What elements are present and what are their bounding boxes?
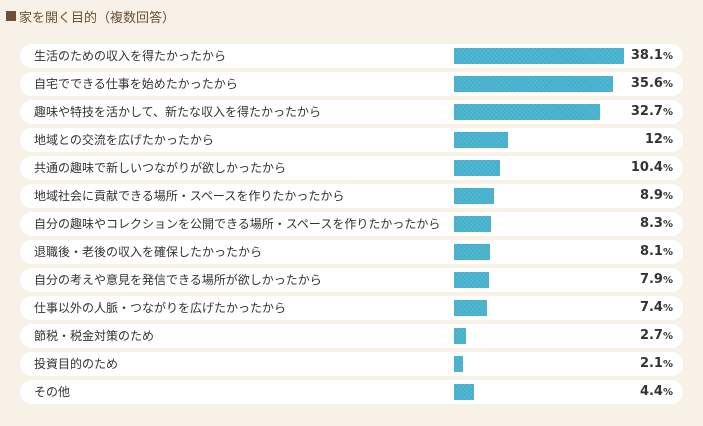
value-unit: % xyxy=(662,191,673,202)
chart-title: 家を開く目的（複数回答） xyxy=(6,6,175,26)
value-unit: % xyxy=(662,135,673,146)
bar xyxy=(454,272,489,288)
category-label: 退職後・老後の収入を確保したかったから xyxy=(34,245,263,259)
value-number: 12 xyxy=(644,132,663,147)
bar xyxy=(454,76,613,92)
chart-row: 仕事以外の人脈・つながりを広げたかったから 7.4% xyxy=(20,296,683,320)
bar xyxy=(454,300,487,316)
chart-row: 自分の趣味やコレクションを公開できる場所・スペースを作りたかったから 8.3% xyxy=(20,212,683,236)
category-label: 地域社会に貢献できる場所・スペースを作りたかったから xyxy=(34,189,345,203)
chart-row: 節税・税金対策のため 2.7% xyxy=(20,324,683,348)
value-number: 38.1 xyxy=(630,48,663,63)
bar xyxy=(454,216,491,232)
value-label: 7.4% xyxy=(640,296,673,320)
category-label: 自分の趣味やコレクションを公開できる場所・スペースを作りたかったから xyxy=(34,217,441,231)
value-label: 8.9% xyxy=(640,184,673,208)
value-label: 35.6% xyxy=(631,72,673,96)
value-unit: % xyxy=(662,163,673,174)
category-label: 自宅でできる仕事を始めたかったから xyxy=(34,77,238,91)
chart-row: 地域との交流を広げたかったから 12% xyxy=(20,128,683,152)
bar xyxy=(454,328,466,344)
chart-row: 退職後・老後の収入を確保したかったから 8.1% xyxy=(20,240,683,264)
value-unit: % xyxy=(662,79,673,90)
value-label: 2.7% xyxy=(640,324,673,348)
chart-row: その他 4.4% xyxy=(20,380,683,404)
bar xyxy=(454,356,463,372)
value-number: 32.7 xyxy=(630,104,663,119)
category-label: 共通の趣味で新しいつながりが欲しかったから xyxy=(34,161,287,175)
title-square-icon xyxy=(6,11,16,21)
value-number: 8.3 xyxy=(639,216,663,231)
value-label: 7.9% xyxy=(640,268,673,292)
chart-row: 自分の考えや意見を発信できる場所が欲しかったから 7.9% xyxy=(20,268,683,292)
chart-row: 自宅でできる仕事を始めたかったから 35.6% xyxy=(20,72,683,96)
category-label: 自分の考えや意見を発信できる場所が欲しかったから xyxy=(34,273,322,287)
value-unit: % xyxy=(662,359,673,370)
category-label: 生活のための収入を得たかったから xyxy=(34,49,227,63)
category-label: 仕事以外の人脈・つながりを広げたかったから xyxy=(34,301,287,315)
value-label: 10.4% xyxy=(631,156,673,180)
value-unit: % xyxy=(662,303,673,314)
value-number: 4.4 xyxy=(639,384,663,399)
bar xyxy=(454,160,500,176)
value-number: 7.9 xyxy=(639,272,663,287)
value-number: 10.4 xyxy=(630,160,663,175)
category-label: その他 xyxy=(34,385,71,399)
value-label: 4.4% xyxy=(640,380,673,404)
value-number: 8.9 xyxy=(639,188,663,203)
value-label: 8.1% xyxy=(640,240,673,264)
chart-row: 趣味や特技を活かして、新たな収入を得たかったから 32.7% xyxy=(20,100,683,124)
chart-row: 共通の趣味で新しいつながりが欲しかったから 10.4% xyxy=(20,156,683,180)
value-label: 8.3% xyxy=(640,212,673,236)
bar xyxy=(454,244,490,260)
bar xyxy=(454,132,508,148)
chart-title-text: 家を開く目的（複数回答） xyxy=(19,10,176,26)
value-unit: % xyxy=(662,387,673,398)
bar xyxy=(454,188,494,204)
value-unit: % xyxy=(662,275,673,286)
value-number: 2.1 xyxy=(639,356,663,371)
category-label: 趣味や特技を活かして、新たな収入を得たかったから xyxy=(34,105,322,119)
value-unit: % xyxy=(662,107,673,118)
bar xyxy=(454,384,474,400)
value-label: 12% xyxy=(645,128,673,152)
value-number: 35.6 xyxy=(630,76,663,91)
chart-row: 投資目的のため 2.1% xyxy=(20,352,683,376)
value-unit: % xyxy=(662,331,673,342)
value-label: 2.1% xyxy=(640,352,673,376)
value-label: 38.1% xyxy=(631,44,673,68)
value-label: 32.7% xyxy=(631,100,673,124)
value-unit: % xyxy=(662,51,673,62)
value-number: 8.1 xyxy=(639,244,663,259)
category-label: 節税・税金対策のため xyxy=(34,329,155,343)
chart-row: 生活のための収入を得たかったから 38.1% xyxy=(20,44,683,68)
value-number: 2.7 xyxy=(639,328,663,343)
category-label: 地域との交流を広げたかったから xyxy=(34,133,214,147)
bar xyxy=(454,48,624,64)
bar xyxy=(454,104,600,120)
category-label: 投資目的のため xyxy=(34,357,119,371)
bar-chart: 生活のための収入を得たかったから 38.1% 自宅でできる仕事を始めたかったから 35… xyxy=(20,44,683,408)
value-unit: % xyxy=(662,247,673,258)
chart-row: 地域社会に貢献できる場所・スペースを作りたかったから 8.9% xyxy=(20,184,683,208)
value-unit: % xyxy=(662,219,673,230)
value-number: 7.4 xyxy=(639,300,663,315)
